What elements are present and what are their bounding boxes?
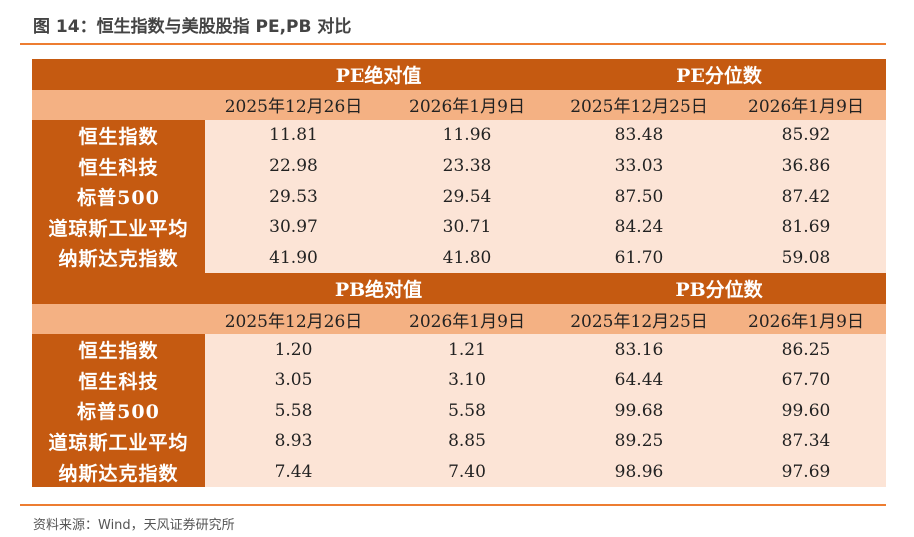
table-row: 道琼斯工业平均 8.93 8.85 89.25 87.34 xyxy=(32,426,886,457)
value-cell: 1.20 xyxy=(205,334,382,365)
value-cell: 30.71 xyxy=(382,211,552,243)
index-label: 标普500 xyxy=(32,395,205,427)
table-row: 标普500 29.53 29.54 87.50 87.42 xyxy=(32,181,886,212)
value-cell: 64.44 xyxy=(552,364,726,396)
corner-cell xyxy=(32,273,205,304)
value-cell: 1.21 xyxy=(382,334,552,365)
table-row: 恒生指数 11.81 11.96 83.48 85.92 xyxy=(32,120,886,151)
index-label: 纳斯达克指数 xyxy=(32,242,205,274)
value-cell: 98.96 xyxy=(552,456,726,488)
date-header: 2026年1月9日 xyxy=(726,303,886,335)
corner-cell xyxy=(32,59,205,90)
value-cell: 59.08 xyxy=(726,242,886,274)
value-cell: 67.70 xyxy=(726,364,886,396)
value-cell: 11.81 xyxy=(205,120,382,151)
source-note: 资料来源：Wind，天风证券研究所 xyxy=(33,518,235,533)
index-label: 道琼斯工业平均 xyxy=(32,211,205,243)
corner-cell xyxy=(32,89,205,121)
date-row: 2025年12月26日 2026年1月9日 2025年12月25日 2026年1月9日 xyxy=(32,303,886,335)
table-row: 恒生科技 3.05 3.10 64.44 67.70 xyxy=(32,364,886,396)
value-cell: 22.98 xyxy=(205,150,382,182)
section-header: PB绝对值 xyxy=(205,273,552,304)
value-cell: 7.44 xyxy=(205,456,382,488)
value-cell: 3.05 xyxy=(205,364,382,396)
table-row: 道琼斯工业平均 30.97 30.71 84.24 81.69 xyxy=(32,211,886,243)
value-cell: 30.97 xyxy=(205,211,382,243)
date-header: 2025年12月26日 xyxy=(205,303,382,335)
value-cell: 87.42 xyxy=(726,181,886,212)
date-header: 2026年1月9日 xyxy=(726,89,886,121)
value-cell: 83.48 xyxy=(552,120,726,151)
date-header: 2026年1月9日 xyxy=(382,303,552,335)
value-cell: 97.69 xyxy=(726,456,886,488)
value-cell: 41.80 xyxy=(382,242,552,274)
bottom-divider xyxy=(20,504,886,506)
top-divider xyxy=(20,43,886,45)
value-cell: 81.69 xyxy=(726,211,886,243)
value-cell: 86.25 xyxy=(726,334,886,365)
value-cell: 5.58 xyxy=(382,395,552,427)
index-label: 恒生指数 xyxy=(32,334,205,365)
index-label: 恒生科技 xyxy=(32,150,205,182)
index-label: 标普500 xyxy=(32,181,205,212)
section-header: PE绝对值 xyxy=(205,59,552,90)
value-cell: 87.34 xyxy=(726,426,886,457)
date-header: 2025年12月25日 xyxy=(552,303,726,335)
value-cell: 87.50 xyxy=(552,181,726,212)
valuation-table: PE绝对值 PE分位数 2025年12月26日 2026年1月9日 2025年12月2… xyxy=(32,59,886,488)
value-cell: 29.53 xyxy=(205,181,382,212)
value-cell: 8.93 xyxy=(205,426,382,457)
value-cell: 11.96 xyxy=(382,120,552,151)
table-row: 标普500 5.58 5.58 99.68 99.60 xyxy=(32,395,886,427)
section-header: PB分位数 xyxy=(552,273,886,304)
index-label: 道琼斯工业平均 xyxy=(32,426,205,457)
index-label: 恒生指数 xyxy=(32,120,205,151)
value-cell: 36.86 xyxy=(726,150,886,182)
value-cell: 33.03 xyxy=(552,150,726,182)
value-cell: 23.38 xyxy=(382,150,552,182)
value-cell: 29.54 xyxy=(382,181,552,212)
value-cell: 8.85 xyxy=(382,426,552,457)
section-header: PE分位数 xyxy=(552,59,886,90)
date-row: 2025年12月26日 2026年1月9日 2025年12月25日 2026年1月9日 xyxy=(32,89,886,121)
figure-title: 图 14：恒生指数与美股股指 PE,PB 对比 xyxy=(33,17,352,37)
value-cell: 41.90 xyxy=(205,242,382,274)
value-cell: 99.68 xyxy=(552,395,726,427)
index-label: 恒生科技 xyxy=(32,364,205,396)
section-header-row: PB绝对值 PB分位数 xyxy=(32,273,886,304)
value-cell: 3.10 xyxy=(382,364,552,396)
value-cell: 5.58 xyxy=(205,395,382,427)
value-cell: 89.25 xyxy=(552,426,726,457)
table-row: 恒生科技 22.98 23.38 33.03 36.86 xyxy=(32,150,886,182)
table-row: 恒生指数 1.20 1.21 83.16 86.25 xyxy=(32,334,886,365)
value-cell: 83.16 xyxy=(552,334,726,365)
date-header: 2025年12月26日 xyxy=(205,89,382,121)
value-cell: 85.92 xyxy=(726,120,886,151)
date-header: 2025年12月25日 xyxy=(552,89,726,121)
date-header: 2026年1月9日 xyxy=(382,89,552,121)
value-cell: 61.70 xyxy=(552,242,726,274)
corner-cell xyxy=(32,303,205,335)
section-header-row: PE绝对值 PE分位数 xyxy=(32,59,886,90)
index-label: 纳斯达克指数 xyxy=(32,456,205,488)
table-row: 纳斯达克指数 41.90 41.80 61.70 59.08 xyxy=(32,242,886,274)
value-cell: 84.24 xyxy=(552,211,726,243)
table-row: 纳斯达克指数 7.44 7.40 98.96 97.69 xyxy=(32,456,886,488)
value-cell: 99.60 xyxy=(726,395,886,427)
value-cell: 7.40 xyxy=(382,456,552,488)
